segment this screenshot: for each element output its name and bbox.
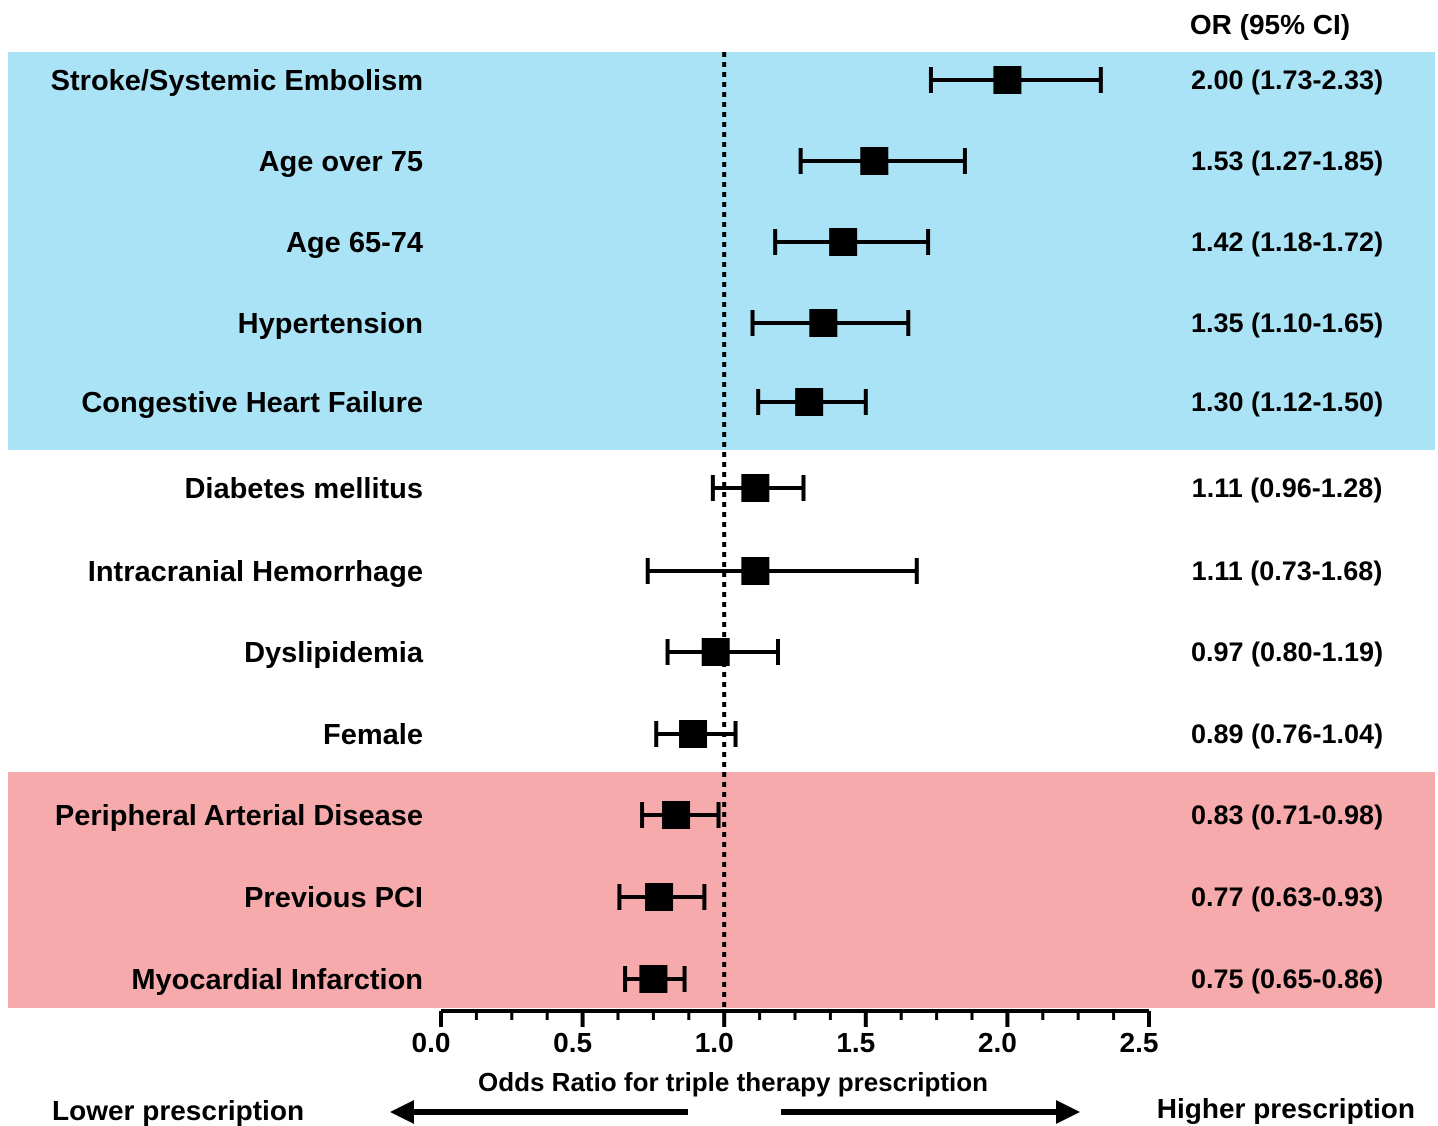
row-label: Previous PCI xyxy=(244,882,423,914)
forest-row: Female 0.89 (0.76-1.04) xyxy=(323,719,1383,751)
row-label: Myocardial Infarction xyxy=(131,964,423,996)
row-label: Age 65-74 xyxy=(286,227,423,259)
right-arrow-icon xyxy=(781,1100,1080,1124)
or-value-text: 1.30 (1.12-1.50) xyxy=(1191,387,1383,417)
or-marker xyxy=(645,883,674,911)
forest-row: Previous PCI 0.77 (0.63-0.93) xyxy=(244,882,1383,914)
row-label: Diabetes mellitus xyxy=(184,473,423,505)
or-value-text: 1.53 (1.27-1.85) xyxy=(1191,146,1383,176)
x-tick-label: 0.0 xyxy=(412,1027,451,1058)
forest-row: Congestive Heart Failure 1.30 (1.12-1.50) xyxy=(81,387,1383,419)
or-marker xyxy=(639,965,668,993)
or-value-text: 0.83 (0.71-0.98) xyxy=(1191,800,1383,830)
x-tick-label: 2.0 xyxy=(978,1027,1017,1058)
highlight-bands xyxy=(8,52,1435,1008)
forest-rows: Stroke/Systemic Embolism 2.00 (1.73-2.33)… xyxy=(51,65,1383,996)
or-marker xyxy=(795,388,824,416)
or-marker xyxy=(741,557,770,585)
x-axis-title: Odds Ratio for triple therapy prescripti… xyxy=(478,1067,988,1097)
forest-row: Age over 75 1.53 (1.27-1.85) xyxy=(259,146,1383,178)
or-value-text: 2.00 (1.73-2.33) xyxy=(1191,65,1383,95)
higher-prescription-label: Higher prescription xyxy=(1157,1093,1415,1124)
or-marker xyxy=(701,638,730,666)
forest-row: Peripheral Arterial Disease 0.83 (0.71-0.… xyxy=(55,800,1383,832)
x-tick-label: 1.5 xyxy=(836,1027,875,1058)
row-label: Peripheral Arterial Disease xyxy=(55,800,423,832)
or-value-text: 1.11 (0.73-1.68) xyxy=(1192,556,1383,586)
highlight-band-higher xyxy=(8,52,1435,450)
or-value-text: 1.35 (1.10-1.65) xyxy=(1191,308,1383,338)
or-value-text: 0.75 (0.65-0.86) xyxy=(1191,964,1383,994)
or-marker xyxy=(829,228,858,256)
highlight-band-lower xyxy=(8,772,1435,1008)
row-label: Hypertension xyxy=(238,308,423,340)
or-value-text: 1.11 (0.96-1.28) xyxy=(1192,473,1383,503)
or-marker xyxy=(809,309,838,337)
or-value-text: 0.97 (0.80-1.19) xyxy=(1191,637,1383,667)
row-label: Female xyxy=(323,719,423,751)
x-tick-label: 1.0 xyxy=(695,1027,734,1058)
forest-row: Dyslipidemia 0.97 (0.80-1.19) xyxy=(244,637,1383,669)
x-tick-label: 2.5 xyxy=(1120,1027,1159,1058)
row-label: Congestive Heart Failure xyxy=(81,387,423,419)
row-label: Age over 75 xyxy=(259,146,423,178)
or-marker xyxy=(679,720,708,748)
forest-row: Stroke/Systemic Embolism 2.00 (1.73-2.33) xyxy=(51,65,1383,97)
or-marker xyxy=(993,66,1022,94)
or-marker xyxy=(662,801,691,829)
forest-row: Intracranial Hemorrhage 1.11 (0.73-1.68) xyxy=(88,556,1383,588)
forest-row: Hypertension 1.35 (1.10-1.65) xyxy=(238,308,1383,340)
forest-row: Myocardial Infarction 0.75 (0.65-0.86) xyxy=(131,964,1383,996)
or-marker xyxy=(860,147,889,175)
or-value-text: 0.89 (0.76-1.04) xyxy=(1191,719,1383,749)
or-column-header: OR (95% CI) xyxy=(1190,9,1350,40)
x-axis: 0.0 0.5 1.0 1.5 2.0 2.5 xyxy=(412,1009,1159,1058)
or-value-text: 1.42 (1.18-1.72) xyxy=(1191,227,1383,257)
forest-row: Age 65-74 1.42 (1.18-1.72) xyxy=(286,227,1383,259)
forest-row: Diabetes mellitus 1.11 (0.96-1.28) xyxy=(184,473,1382,505)
row-label: Intracranial Hemorrhage xyxy=(88,556,423,588)
x-tick-label: 0.5 xyxy=(553,1027,592,1058)
left-arrow-icon xyxy=(390,1100,688,1124)
or-value-text: 0.77 (0.63-0.93) xyxy=(1191,882,1383,912)
lower-prescription-label: Lower prescription xyxy=(52,1095,304,1126)
row-label: Dyslipidemia xyxy=(244,637,424,669)
row-label: Stroke/Systemic Embolism xyxy=(51,65,423,97)
or-marker xyxy=(741,474,770,502)
